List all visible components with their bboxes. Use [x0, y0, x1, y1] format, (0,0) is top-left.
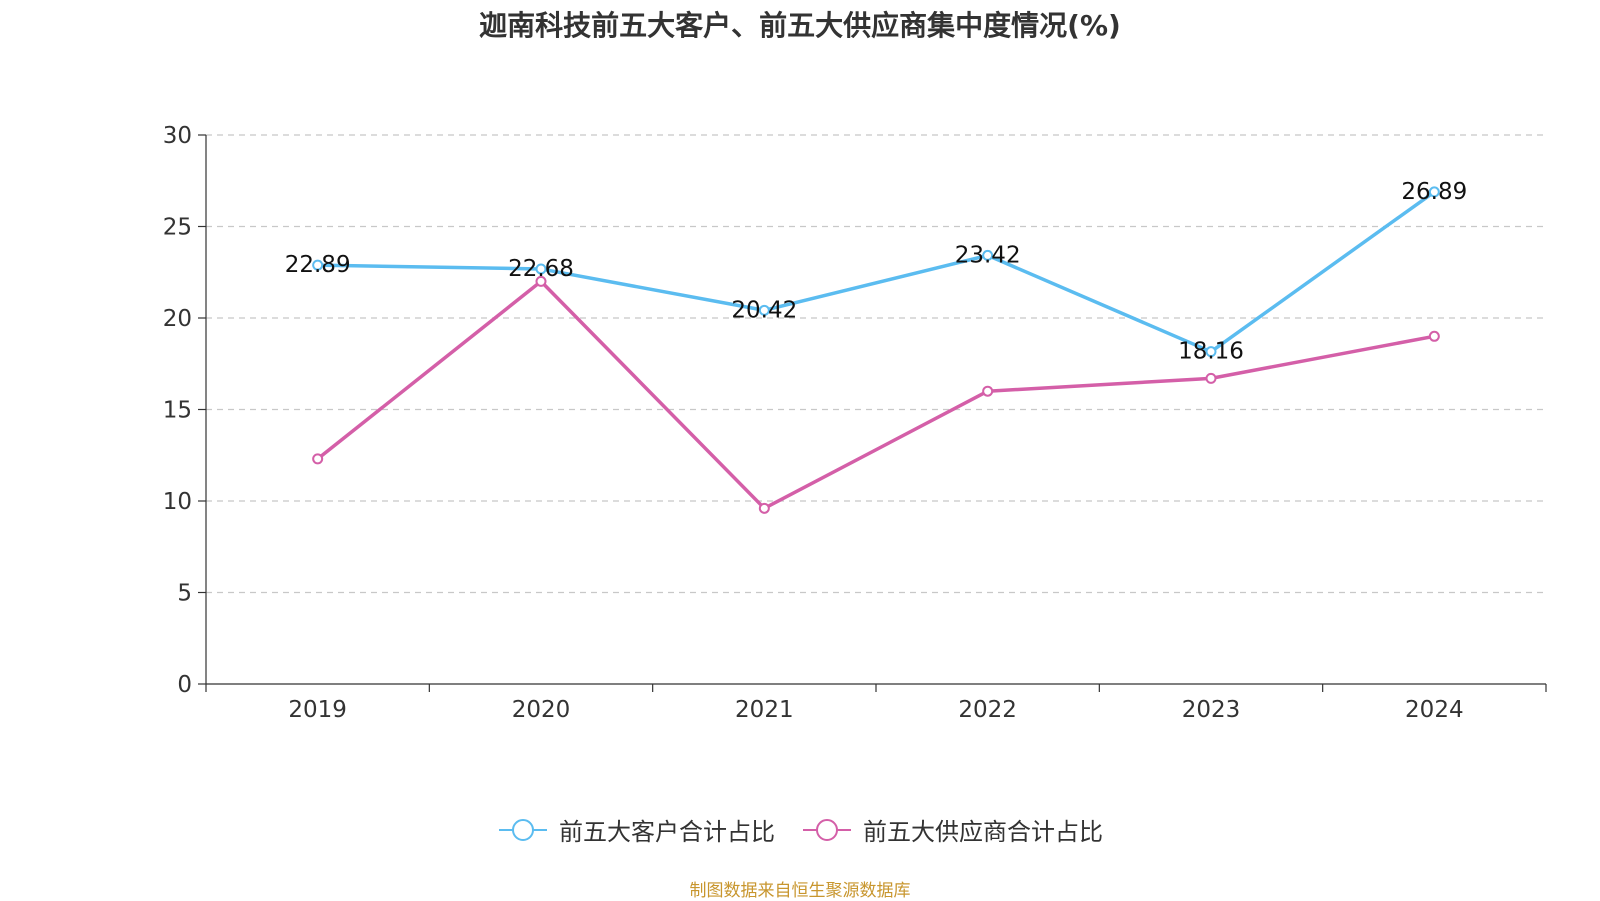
legend-marker-suppliers-icon	[803, 818, 851, 841]
chart-title: 迦南科技前五大客户、前五大供应商集中度情况(%)	[479, 9, 1121, 42]
series-line	[316, 279, 1435, 511]
data-point	[1428, 186, 1440, 198]
data-label: 22.89	[285, 252, 351, 278]
data-point	[312, 453, 324, 465]
data-label: 23.42	[955, 242, 1021, 268]
y-axis: 0 5 10 15 20 25 30	[163, 123, 207, 698]
data-point	[1205, 346, 1217, 358]
x-axis: 2019 2020 2021 2022 2023 2024	[205, 683, 1547, 723]
legend-label-suppliers: 前五大供应商合计占比	[863, 818, 1103, 846]
data-point	[1428, 330, 1440, 342]
gridlines	[206, 134, 1546, 594]
data-point	[758, 304, 770, 316]
data-point	[758, 502, 770, 514]
x-tick-label: 2024	[1405, 697, 1464, 723]
legend-label-customers: 前五大客户合计占比	[559, 818, 775, 846]
legend-marker-customers-icon	[499, 818, 547, 841]
y-tick-label: 30	[163, 123, 192, 149]
data-point	[1205, 372, 1217, 384]
x-tick-label: 2021	[735, 697, 794, 723]
legend-circle	[512, 818, 534, 841]
data-point	[982, 385, 994, 397]
data-label: 26.89	[1401, 179, 1467, 205]
data-label: 22.68	[508, 256, 574, 282]
y-tick-label: 25	[163, 215, 192, 241]
data-point	[535, 275, 547, 287]
y-tick-label: 15	[163, 398, 192, 424]
y-tick-label: 10	[163, 489, 192, 515]
series-group	[312, 186, 1440, 514]
legend-item-customers[interactable]: 前五大客户合计占比	[497, 812, 775, 847]
legend: 前五大客户合计占比 前五大供应商合计占比	[0, 812, 1600, 847]
data-labels: 22.89 22.68 20.42 23.42 18.16 26.89	[285, 179, 1468, 365]
source-note: 制图数据来自恒生聚源数据库	[689, 881, 911, 901]
series-line	[317, 190, 1436, 354]
x-tick-label: 2022	[958, 697, 1017, 723]
legend-circle	[816, 818, 838, 841]
y-tick-label: 5	[177, 581, 192, 607]
x-tick-label: 2019	[288, 697, 347, 723]
x-tick-label: 2020	[512, 697, 571, 723]
legend-item-suppliers[interactable]: 前五大供应商合计占比	[801, 812, 1103, 847]
data-point	[312, 259, 324, 271]
y-tick-label: 20	[163, 306, 192, 332]
x-tick-label: 2023	[1182, 697, 1241, 723]
data-point	[982, 249, 994, 261]
data-point	[535, 263, 547, 275]
y-tick-label: 0	[177, 672, 192, 698]
data-label: 18.16	[1178, 339, 1244, 365]
data-label: 20.42	[731, 297, 797, 323]
